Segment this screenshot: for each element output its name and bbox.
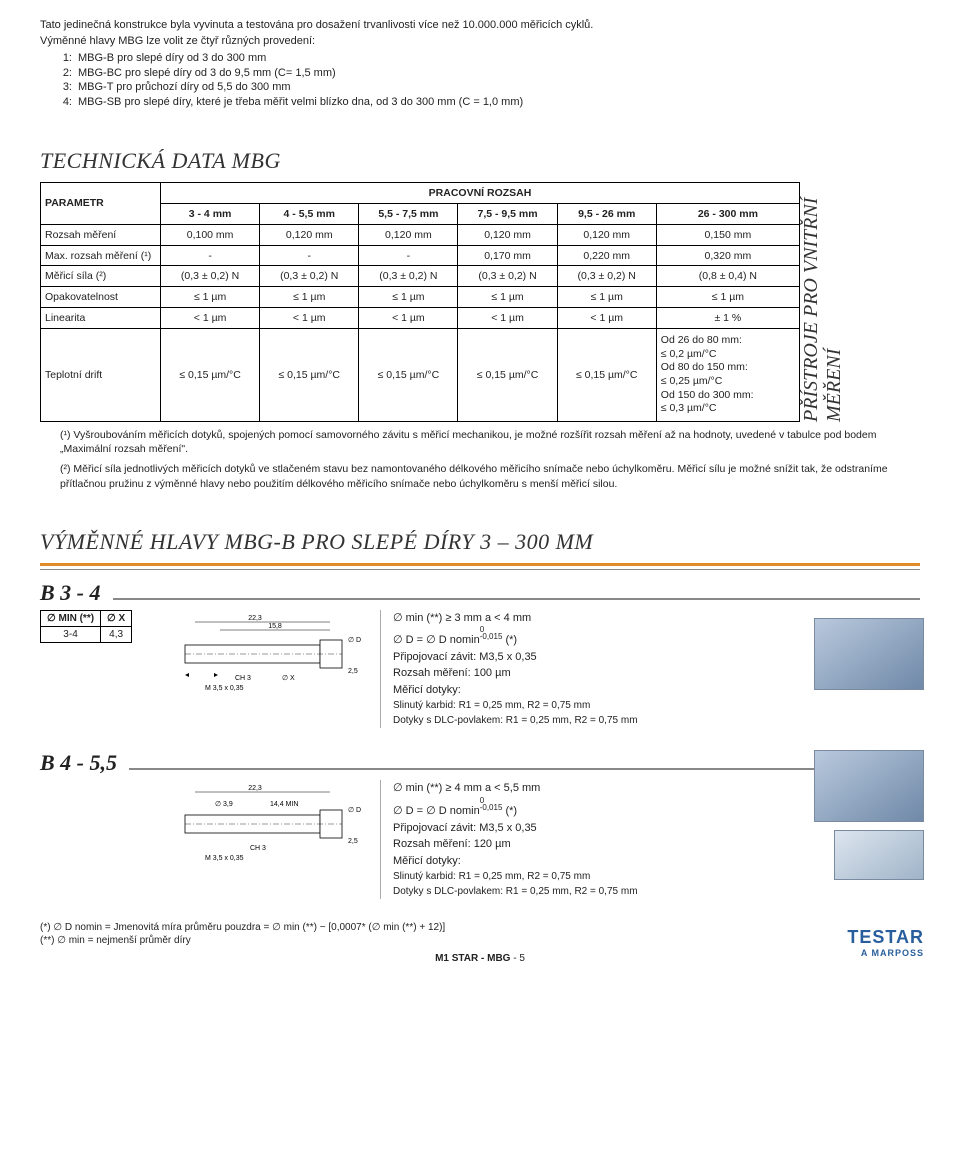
th-range: PRACOVNÍ ROZSAH: [161, 183, 800, 204]
group-b4-55: B 4 - 5,5 22,3 ∅ 3,9 14,4 MIN ∅ D CH 3 2…: [40, 750, 920, 899]
spec-line: Rozsah měření: 100 µm: [393, 665, 920, 682]
svg-text:M 3,5 x 0,35: M 3,5 x 0,35: [205, 685, 244, 692]
v2-num: 2:: [54, 66, 72, 81]
svg-text:2,5: 2,5: [348, 838, 358, 845]
group-rule: [40, 598, 920, 600]
bottom-note-2: (**) ∅ min = nejmenší průměr díry: [40, 934, 920, 947]
mini-table-wrap: ∅ MIN (**)∅ X 3-44,3: [40, 610, 150, 729]
intro-p2: Výměnné hlavy MBG lze volit ze čtyř různ…: [40, 34, 920, 49]
spec-line: ∅ D = ∅ D nomin 0-0,015 (*): [393, 626, 920, 649]
group-title: B 4 - 5,5: [40, 750, 129, 776]
tech-table: PARAMETR PRACOVNÍ ROZSAH 3 - 4 mm 4 - 5,…: [40, 182, 800, 422]
mini-table: ∅ MIN (**)∅ X 3-44,3: [40, 610, 132, 643]
mt-th2: ∅ X: [101, 610, 132, 626]
v4-num: 4:: [54, 95, 72, 110]
section-tech-heading: Technická data MBG: [40, 148, 920, 174]
svg-text:∅ X: ∅ X: [282, 675, 295, 682]
table-row: Linearita< 1 µm< 1 µm< 1 µm< 1 µm< 1 µm±…: [41, 308, 800, 329]
v3-text: MBG-T pro průchozí díry od 5,5 do 300 mm: [78, 81, 291, 93]
v2-text: MBG-BC pro slepé díry od 3 do 9,5 mm (C=…: [78, 67, 336, 79]
spec-line: Měřicí dotyky:: [393, 682, 920, 699]
spec-line: Připojovací závit: M3,5 x 0,35: [393, 820, 800, 837]
table-row: Rozsah měření0,100 mm0,120 mm0,120 mm0,1…: [41, 224, 800, 245]
spec-line: Měřicí dotyky:: [393, 853, 800, 870]
spec-line: Slinutý karbid: R1 = 0,25 mm, R2 = 0,75 …: [393, 698, 920, 713]
th-c6: 26 - 300 mm: [656, 203, 799, 224]
v3-num: 3:: [54, 80, 72, 95]
th-param: PARAMETR: [41, 183, 161, 225]
intro-p1: Tato jedinečná konstrukce byla vyvinuta …: [40, 18, 920, 33]
orange-rule: [40, 563, 920, 566]
th-c4: 7,5 - 9,5 mm: [458, 203, 557, 224]
svg-text:CH 3: CH 3: [235, 675, 251, 682]
table-row: Opakovatelnost≤ 1 µm≤ 1 µm≤ 1 µm≤ 1 µm≤ …: [41, 287, 800, 308]
v1-num: 1:: [54, 51, 72, 66]
svg-text:CH 3: CH 3: [250, 845, 266, 852]
group-rule: [40, 768, 920, 770]
svg-text:2,5: 2,5: [348, 668, 358, 675]
pagefoot-num: - 5: [510, 953, 524, 964]
grey-rule: [40, 569, 920, 570]
tech-drawing-2: 22,3 ∅ 3,9 14,4 MIN ∅ D CH 3 2,5 M 3,5 x…: [160, 780, 370, 870]
svg-text:22,3: 22,3: [248, 785, 262, 792]
mt-td1: 3-4: [41, 626, 101, 642]
product-photo-2: [814, 750, 924, 822]
section-heads-heading: Výměnné hlavy MBG-B pro slepé díry 3 – 3…: [40, 529, 920, 555]
tech-drawing-1: 22,3 15,8 ∅ D CH 3 ∅ X 2,5 M 3,5 x 0,35: [160, 610, 370, 700]
group-b3-4: B 3 - 4 ∅ MIN (**)∅ X 3-44,3 22,3 15,8 ∅…: [40, 580, 920, 729]
table-row: Měřicí síla (²)(0,3 ± 0,2) N(0,3 ± 0,2) …: [41, 266, 800, 287]
svg-text:M 3,5 x 0,35: M 3,5 x 0,35: [205, 855, 244, 862]
brand-logo: TESTAR A MARPOSS: [847, 927, 924, 958]
footnote-1: (¹) Vyšroubováním měřicích dotyků, spoje…: [40, 428, 920, 456]
spec-block-2: ∅ min (**) ≥ 4 mm a < 5,5 mm ∅ D = ∅ D n…: [380, 780, 800, 899]
drift-multiline: Od 26 do 80 mm: ≤ 0,2 µm/°C Od 80 do 150…: [656, 328, 799, 421]
th-c3: 5,5 - 7,5 mm: [359, 203, 458, 224]
pagefoot-title: M1 STAR - MBG: [435, 953, 510, 964]
group-title: B 3 - 4: [40, 580, 113, 606]
spec-line: Dotyky s DLC-povlakem: R1 = 0,25 mm, R2 …: [393, 884, 800, 899]
side-vertical-label: Přístroje pro vnitřní měření: [800, 182, 856, 422]
spec-line: Dotyky s DLC-povlakem: R1 = 0,25 mm, R2 …: [393, 713, 920, 728]
footnote-2: (²) Měřicí síla jednotlivých měřicích do…: [40, 462, 920, 490]
brand-bottom: A MARPOSS: [861, 948, 924, 958]
table-row: Teplotní drift≤ 0,15 µm/°C≤ 0,15 µm/°C≤ …: [41, 328, 800, 421]
mt-td2: 4,3: [101, 626, 132, 642]
th-c5: 9,5 - 26 mm: [557, 203, 656, 224]
svg-text:∅ 3,9: ∅ 3,9: [215, 801, 233, 808]
intro-block: Tato jedinečná konstrukce byla vyvinuta …: [40, 18, 920, 110]
svg-text:22,3: 22,3: [248, 615, 262, 622]
page-footer: M1 STAR - MBG - 5: [40, 953, 920, 964]
svg-text:∅ D: ∅ D: [348, 637, 361, 644]
bottom-notes: (*) ∅ D nomin = Jmenovitá míra průměru p…: [40, 921, 920, 947]
spec-line: ∅ min (**) ≥ 3 mm a < 4 mm: [393, 610, 920, 627]
tech-table-wrap: PARAMETR PRACOVNÍ ROZSAH 3 - 4 mm 4 - 5,…: [40, 182, 920, 422]
bottom-note-1: (*) ∅ D nomin = Jmenovitá míra průměru p…: [40, 921, 920, 934]
svg-text:14,4 MIN: 14,4 MIN: [270, 801, 298, 808]
th-c2: 4 - 5,5 mm: [260, 203, 359, 224]
spec-line: ∅ D = ∅ D nomin 0-0,015 (*): [393, 797, 800, 820]
product-photo-3: [834, 830, 924, 880]
spacer: [40, 780, 150, 899]
mt-th1: ∅ MIN (**): [41, 610, 101, 626]
brand-top: TESTAR: [847, 927, 924, 948]
svg-text:∅ D: ∅ D: [348, 807, 361, 814]
th-c1: 3 - 4 mm: [161, 203, 260, 224]
spec-line: ∅ min (**) ≥ 4 mm a < 5,5 mm: [393, 780, 800, 797]
spec-line: Rozsah měření: 120 µm: [393, 836, 800, 853]
spec-block-1: ∅ min (**) ≥ 3 mm a < 4 mm ∅ D = ∅ D nom…: [380, 610, 920, 729]
spec-line: Připojovací závit: M3,5 x 0,35: [393, 649, 920, 666]
variant-list: 1: MBG-B pro slepé díry od 3 do 300 mm 2:…: [40, 51, 920, 110]
v1-text: MBG-B pro slepé díry od 3 do 300 mm: [78, 52, 266, 64]
svg-text:15,8: 15,8: [268, 623, 282, 630]
spec-line: Slinutý karbid: R1 = 0,25 mm, R2 = 0,75 …: [393, 869, 800, 884]
table-row: Max. rozsah měření (¹)---0,170 mm0,220 m…: [41, 245, 800, 266]
v4-text: MBG-SB pro slepé díry, které je třeba mě…: [78, 96, 523, 108]
